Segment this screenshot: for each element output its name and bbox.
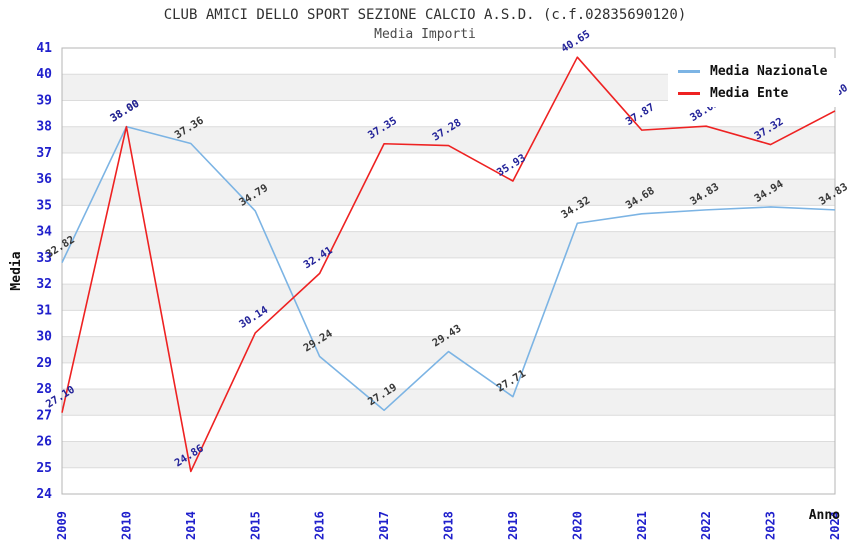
svg-text:30: 30 — [36, 330, 52, 345]
svg-text:2016: 2016 — [313, 511, 327, 540]
svg-text:Media: Media — [9, 251, 24, 290]
svg-text:2017: 2017 — [377, 511, 391, 540]
svg-text:29: 29 — [36, 356, 52, 371]
svg-text:2019: 2019 — [506, 511, 520, 540]
legend-label: Media Nazionale — [710, 64, 828, 79]
svg-text:38: 38 — [36, 120, 52, 135]
svg-text:26: 26 — [36, 435, 52, 450]
svg-text:31: 31 — [36, 303, 52, 318]
media-nazionale-line-swatch — [678, 70, 700, 73]
svg-text:40: 40 — [36, 67, 52, 82]
svg-text:2022: 2022 — [699, 511, 713, 540]
svg-text:2020: 2020 — [570, 511, 584, 540]
svg-text:2010: 2010 — [119, 511, 133, 540]
svg-text:2014: 2014 — [184, 511, 198, 540]
svg-text:33: 33 — [36, 251, 52, 266]
media-ente-line-swatch — [678, 92, 700, 95]
chart-title: CLUB AMICI DELLO SPORT SEZIONE CALCIO A.… — [163, 7, 687, 23]
legend-label: Media Ente — [710, 86, 789, 101]
svg-text:34: 34 — [36, 225, 52, 240]
svg-text:36: 36 — [36, 172, 52, 187]
svg-text:2024: 2024 — [828, 511, 842, 540]
svg-text:2018: 2018 — [442, 511, 456, 540]
svg-text:39: 39 — [36, 93, 52, 108]
svg-text:32: 32 — [36, 277, 52, 292]
svg-text:25: 25 — [36, 461, 52, 476]
legend-item-media-ente: Media Ente — [678, 86, 827, 101]
svg-text:24: 24 — [36, 487, 52, 502]
svg-text:Anno: Anno — [809, 508, 840, 523]
svg-text:37: 37 — [36, 146, 52, 161]
svg-text:41: 41 — [36, 41, 52, 56]
svg-text:28: 28 — [36, 382, 52, 397]
svg-text:2009: 2009 — [55, 511, 69, 540]
svg-text:2023: 2023 — [764, 511, 778, 540]
svg-text:27: 27 — [36, 408, 52, 423]
svg-text:35: 35 — [36, 198, 52, 213]
legend-item-media-nazionale: Media Nazionale — [678, 64, 827, 79]
chart-subtitle: Media Importi — [374, 27, 476, 42]
svg-text:2021: 2021 — [635, 511, 649, 540]
svg-text:2015: 2015 — [248, 511, 262, 540]
legend: Media Nazionale Media Ente — [668, 58, 840, 107]
